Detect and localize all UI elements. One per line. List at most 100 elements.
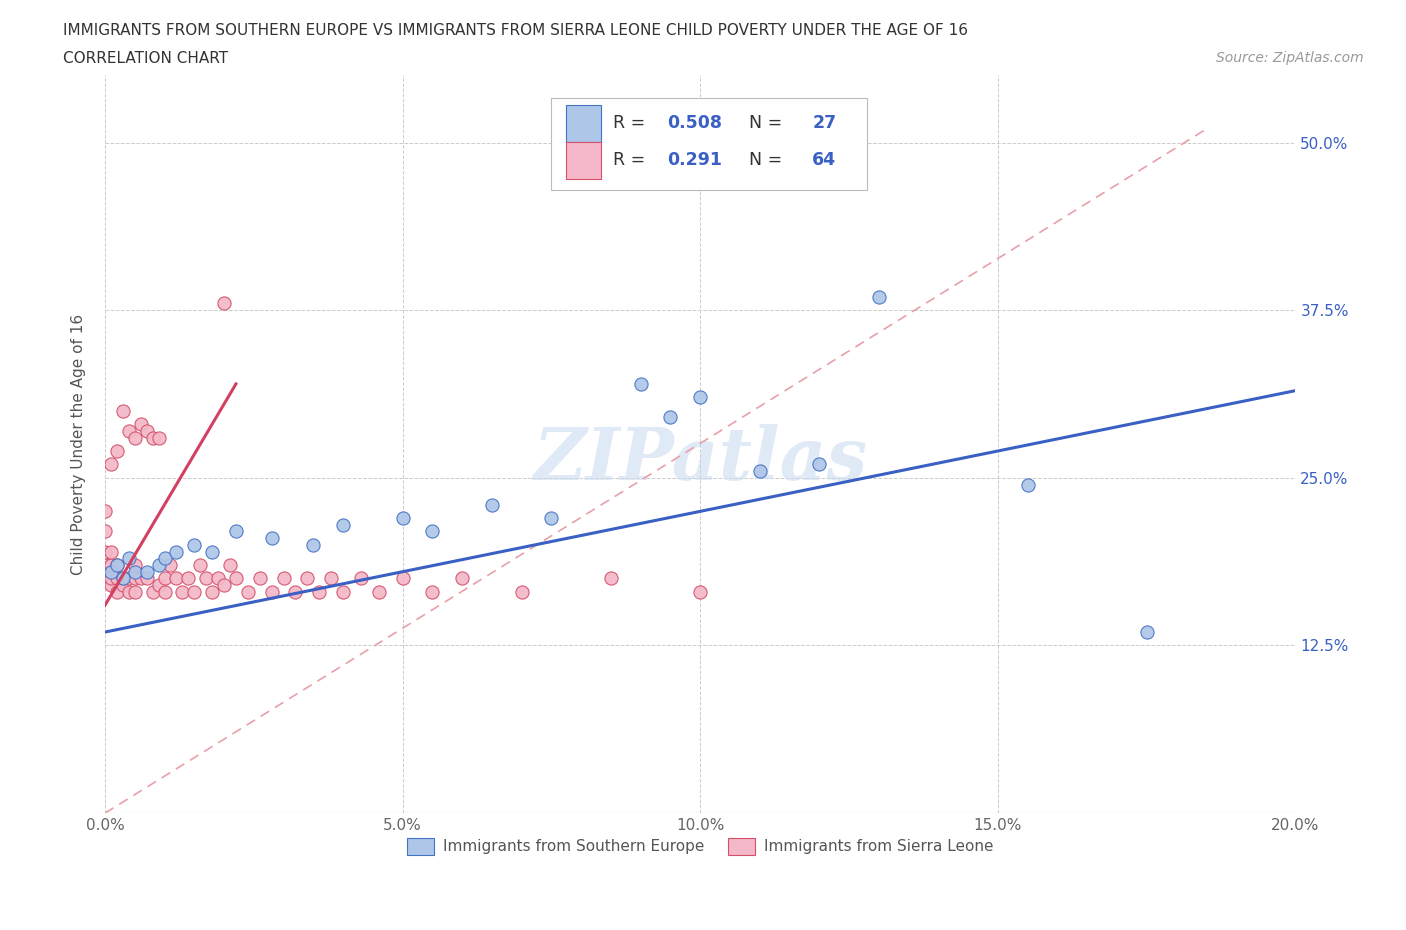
Text: R =: R = bbox=[613, 152, 651, 169]
Point bbox=[100, 565, 122, 579]
Y-axis label: Child Poverty Under the Age of 16: Child Poverty Under the Age of 16 bbox=[72, 313, 86, 575]
Point bbox=[332, 517, 354, 532]
Point bbox=[249, 571, 271, 586]
Point bbox=[142, 431, 165, 445]
Point bbox=[94, 544, 117, 559]
Text: 0.508: 0.508 bbox=[666, 114, 721, 132]
Point bbox=[391, 511, 413, 525]
Point bbox=[94, 571, 117, 586]
Point bbox=[451, 571, 474, 586]
Point bbox=[321, 571, 343, 586]
Point bbox=[1017, 477, 1039, 492]
Point bbox=[135, 571, 157, 586]
Point bbox=[748, 464, 770, 479]
Point bbox=[367, 584, 389, 599]
Point bbox=[422, 584, 444, 599]
Point bbox=[165, 544, 187, 559]
Text: Source: ZipAtlas.com: Source: ZipAtlas.com bbox=[1216, 51, 1364, 65]
Point bbox=[188, 558, 211, 573]
Point bbox=[100, 558, 122, 573]
Point bbox=[391, 571, 413, 586]
Point bbox=[284, 584, 307, 599]
Point bbox=[105, 558, 128, 573]
Point bbox=[630, 377, 652, 392]
Text: R =: R = bbox=[613, 114, 651, 132]
Point bbox=[689, 390, 711, 405]
Point bbox=[153, 551, 176, 565]
Point bbox=[808, 457, 831, 472]
Point bbox=[297, 571, 319, 586]
Point bbox=[100, 578, 122, 592]
Point bbox=[124, 584, 146, 599]
Point bbox=[118, 571, 141, 586]
Point bbox=[124, 431, 146, 445]
Point bbox=[1136, 625, 1159, 640]
Point bbox=[94, 504, 117, 519]
Point bbox=[118, 423, 141, 438]
Point bbox=[201, 584, 224, 599]
Point bbox=[124, 565, 146, 579]
Point bbox=[350, 571, 373, 586]
Point bbox=[153, 584, 176, 599]
Point bbox=[111, 571, 134, 586]
Point bbox=[207, 571, 229, 586]
Point bbox=[135, 565, 157, 579]
Point bbox=[177, 571, 200, 586]
Point bbox=[105, 558, 128, 573]
Point bbox=[510, 584, 533, 599]
Point bbox=[219, 558, 242, 573]
Point bbox=[689, 584, 711, 599]
Text: IMMIGRANTS FROM SOUTHERN EUROPE VS IMMIGRANTS FROM SIERRA LEONE CHILD POVERTY UN: IMMIGRANTS FROM SOUTHERN EUROPE VS IMMIG… bbox=[63, 23, 969, 38]
Point bbox=[148, 558, 170, 573]
Point bbox=[124, 558, 146, 573]
Point bbox=[100, 544, 122, 559]
Point bbox=[135, 423, 157, 438]
Point bbox=[212, 296, 235, 311]
Point bbox=[225, 524, 247, 538]
Point bbox=[100, 457, 122, 472]
Point bbox=[129, 417, 152, 432]
Point bbox=[540, 511, 562, 525]
Point bbox=[332, 584, 354, 599]
Point bbox=[153, 571, 176, 586]
Point bbox=[111, 571, 134, 586]
Point bbox=[600, 571, 623, 586]
Text: 64: 64 bbox=[813, 152, 837, 169]
Point bbox=[111, 578, 134, 592]
Text: N =: N = bbox=[738, 152, 789, 169]
Legend: Immigrants from Southern Europe, Immigrants from Sierra Leone: Immigrants from Southern Europe, Immigra… bbox=[401, 832, 1000, 861]
Point bbox=[260, 584, 283, 599]
Point bbox=[172, 584, 194, 599]
FancyBboxPatch shape bbox=[551, 98, 868, 190]
Point bbox=[142, 584, 165, 599]
Point bbox=[481, 498, 503, 512]
Point bbox=[148, 431, 170, 445]
Point bbox=[183, 538, 205, 552]
Text: 27: 27 bbox=[813, 114, 837, 132]
Point bbox=[183, 584, 205, 599]
Point bbox=[195, 571, 218, 586]
Point bbox=[260, 531, 283, 546]
Point bbox=[124, 571, 146, 586]
Point bbox=[105, 584, 128, 599]
Point bbox=[118, 551, 141, 565]
Text: ZIPatlas: ZIPatlas bbox=[533, 423, 868, 495]
Point bbox=[868, 289, 890, 304]
Point bbox=[302, 538, 325, 552]
Point bbox=[422, 524, 444, 538]
Point bbox=[111, 404, 134, 418]
Point bbox=[118, 584, 141, 599]
Point bbox=[659, 410, 682, 425]
Point bbox=[308, 584, 330, 599]
Point bbox=[94, 524, 117, 538]
Point bbox=[236, 584, 259, 599]
Point bbox=[148, 578, 170, 592]
Bar bbox=[565, 105, 602, 142]
Point bbox=[100, 571, 122, 586]
Point bbox=[159, 558, 181, 573]
Point bbox=[105, 444, 128, 458]
Point bbox=[201, 544, 224, 559]
Point bbox=[94, 558, 117, 573]
Point bbox=[165, 571, 187, 586]
Text: 0.291: 0.291 bbox=[666, 152, 721, 169]
